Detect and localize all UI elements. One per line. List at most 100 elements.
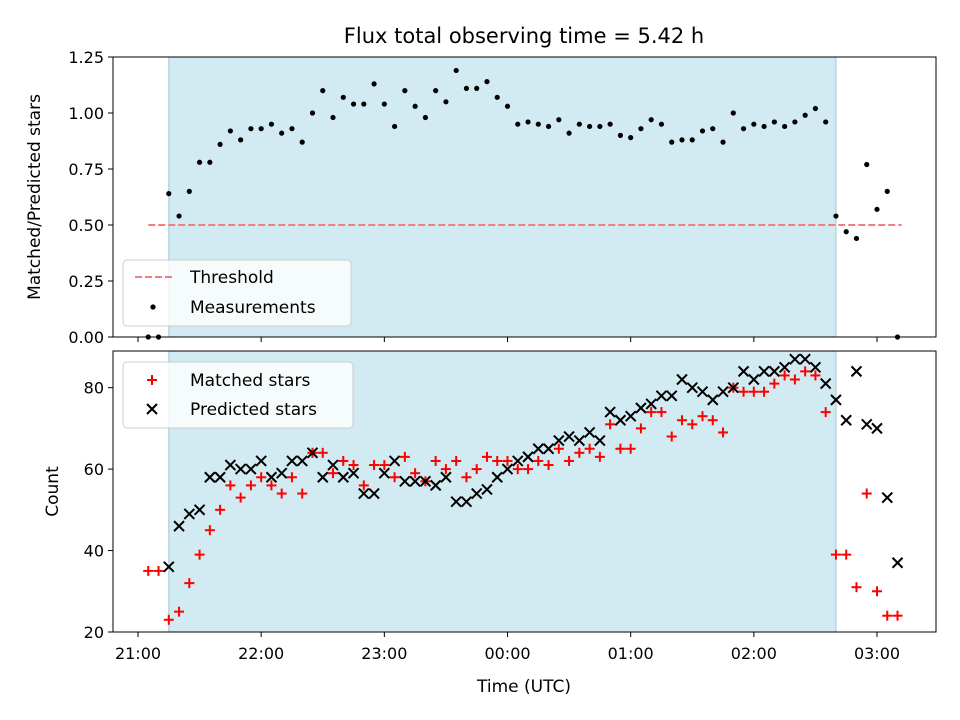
matched-star-point	[471, 464, 482, 475]
x-stroke-b	[542, 443, 555, 455]
matched-star-point	[820, 407, 831, 418]
measurement-point	[238, 137, 244, 143]
x-stroke-b	[861, 418, 873, 431]
predicted-star-point	[204, 471, 216, 483]
predicted-star-point	[850, 365, 863, 378]
x-stroke-b	[419, 475, 432, 488]
matched-star-point	[451, 455, 462, 466]
matched-star-point	[328, 468, 339, 479]
predicted-star-point	[214, 471, 226, 483]
x-stroke-b	[388, 455, 401, 467]
matched-star-point	[892, 610, 903, 621]
predicted-star-point	[542, 443, 555, 455]
predicted-star-point	[419, 475, 432, 488]
x-stroke-b	[645, 398, 657, 410]
predicted-star-point	[799, 353, 811, 365]
measurement-point	[371, 81, 377, 87]
matched-star-point	[256, 472, 267, 483]
predicted-star-point	[481, 483, 493, 496]
predicted-star-point	[347, 467, 360, 479]
legend-box	[122, 361, 354, 429]
x-stroke-b	[830, 394, 842, 406]
y-tick-label: 0.75	[68, 160, 104, 179]
measurement-point	[279, 130, 285, 136]
matched-star-point	[276, 488, 287, 499]
matched-star-point	[215, 504, 226, 515]
legend-matched-swatch	[147, 375, 157, 385]
predicted-star-point	[255, 455, 267, 467]
y-axis-label: Matched/Predicted stars	[25, 94, 45, 300]
x-stroke-b	[440, 471, 452, 483]
matched-star-point	[523, 464, 534, 475]
x-stroke-b	[327, 459, 339, 471]
matched-star-point	[861, 488, 872, 499]
predicted-star-point	[522, 451, 534, 463]
matched-star-point	[174, 606, 185, 617]
predicted-star-point	[768, 365, 781, 378]
matched-star-point	[635, 423, 646, 434]
x-stroke-b	[337, 471, 349, 483]
matched-star-point	[882, 610, 893, 621]
x-stroke-b	[553, 434, 565, 447]
matched-star-point	[492, 455, 503, 466]
x-tick-label: 21:00	[115, 644, 161, 663]
measurement-point	[730, 110, 736, 116]
predicted-star-point	[224, 459, 237, 471]
x-stroke-b	[378, 467, 391, 479]
x-stroke-b	[306, 447, 319, 459]
measurement-point	[309, 110, 316, 116]
measurement-point	[217, 141, 223, 147]
measurement-point	[422, 114, 428, 121]
x-stroke-b	[624, 410, 637, 422]
x-stroke-b	[686, 381, 698, 394]
measurement-point	[607, 121, 613, 127]
matched-star-point	[872, 586, 882, 597]
legend: Matched stars Predicted stars	[122, 361, 354, 429]
measurement-point	[320, 88, 326, 94]
measurement-point	[248, 126, 254, 132]
x-stroke-b	[573, 434, 586, 447]
matched-star-point	[594, 451, 605, 462]
measurement-point	[545, 123, 552, 130]
matched-star-point	[789, 374, 800, 385]
measurement-point	[227, 128, 233, 134]
measurement-point	[720, 139, 726, 145]
x-stroke-b	[347, 467, 360, 479]
predicted-star-point	[666, 390, 678, 402]
matched-star-point	[338, 455, 349, 466]
predicted-star-point	[440, 471, 452, 483]
x-stroke-b	[265, 471, 278, 483]
matched-star-point	[204, 525, 215, 536]
matched-star-point	[245, 480, 256, 491]
matched-star-point	[348, 460, 359, 471]
predicted-star-point	[245, 463, 257, 475]
axes-frame	[112, 56, 937, 338]
x-stroke-b	[481, 483, 493, 496]
matched-star-point	[512, 464, 523, 475]
measurement-point	[566, 130, 572, 136]
matched-star-point	[769, 378, 780, 389]
x-stroke-b	[409, 475, 421, 488]
x-stroke-b	[676, 373, 688, 386]
chart-title: Flux total observing time = 5.42 h	[344, 24, 704, 48]
x-stroke-b	[768, 365, 781, 378]
x-stroke-b	[819, 377, 832, 390]
x-tick-label: 23:00	[361, 644, 407, 663]
matched-star-point	[543, 460, 554, 471]
predicted-star-point	[748, 373, 760, 386]
x-stroke-b	[224, 459, 237, 471]
matched-star-point	[399, 451, 410, 462]
x-stroke-b	[234, 463, 247, 475]
matched-star-point	[697, 411, 708, 422]
matched-star-point	[625, 443, 636, 454]
matched-star-point	[389, 472, 400, 483]
measurement-point	[443, 99, 449, 105]
measurement-point	[484, 79, 490, 85]
legend-threshold-label: Threshold	[189, 268, 274, 288]
measurement-point	[628, 135, 634, 141]
matched-star-point	[481, 451, 492, 462]
predicted-star-point	[317, 471, 329, 483]
x-stroke-b	[840, 414, 852, 426]
y-tick-label: 1.25	[68, 48, 104, 67]
measurement-point	[812, 105, 819, 112]
